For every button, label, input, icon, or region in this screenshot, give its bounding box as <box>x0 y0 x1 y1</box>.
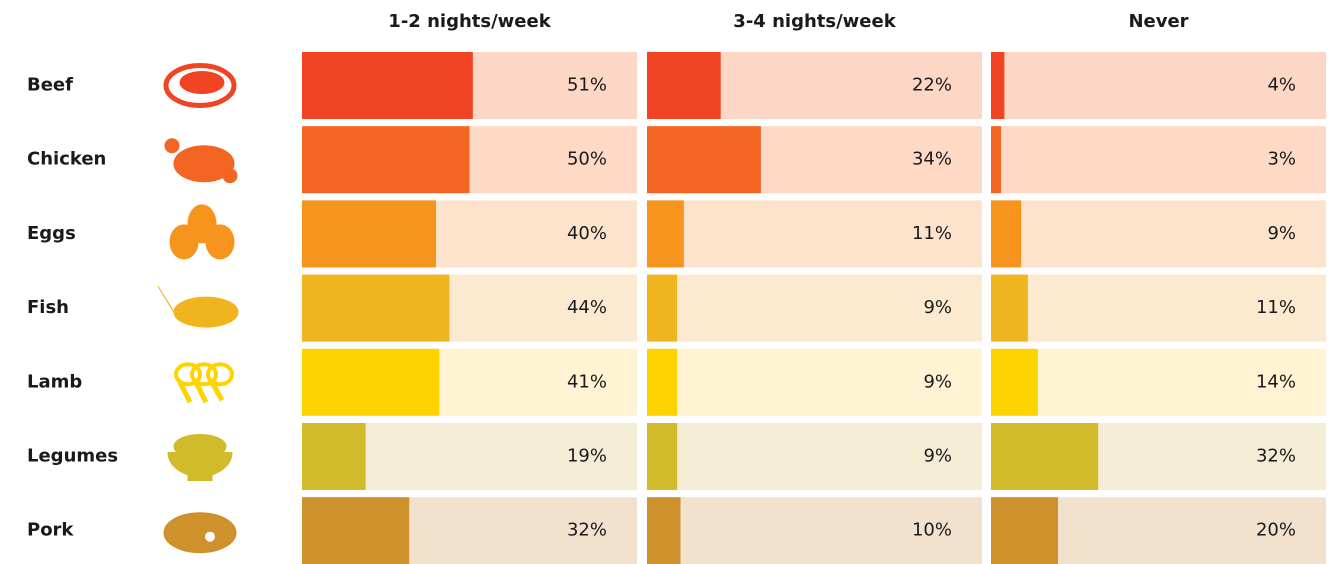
bar-background <box>647 200 982 268</box>
value-label: 44% <box>567 297 607 318</box>
icon-shape <box>205 224 235 260</box>
bar <box>302 497 410 564</box>
category-label: Beef <box>27 75 73 96</box>
bar <box>647 274 678 342</box>
icon-shape <box>163 63 237 108</box>
bar-background <box>647 274 982 342</box>
bar <box>647 497 681 564</box>
bar <box>991 52 1005 119</box>
bar <box>991 274 1028 342</box>
bar <box>302 126 470 194</box>
food-icon <box>174 362 234 404</box>
panel-header: 3-4 nights/week <box>733 11 896 32</box>
food-icon <box>157 285 239 328</box>
food-icon <box>169 204 235 260</box>
bar <box>302 274 450 342</box>
value-label: 9% <box>923 446 952 467</box>
icon-shape <box>174 362 202 387</box>
bar <box>302 200 436 268</box>
icon-shape <box>163 512 237 554</box>
category-label: Lamb <box>27 371 82 392</box>
icon-shape <box>206 362 234 387</box>
value-label: 9% <box>1267 223 1296 244</box>
bar-background <box>991 200 1326 268</box>
bar <box>302 348 440 416</box>
value-label: 14% <box>1256 371 1296 392</box>
bar <box>647 423 678 490</box>
bar <box>991 497 1058 564</box>
bar-background <box>647 348 982 416</box>
bar <box>302 52 473 119</box>
value-label: 11% <box>912 223 952 244</box>
food-icon <box>164 138 238 184</box>
icon-shape <box>164 138 180 154</box>
bar <box>991 126 1002 194</box>
food-icon <box>163 512 237 554</box>
bar <box>991 200 1022 268</box>
icon-shape <box>177 381 225 404</box>
category-label: Pork <box>27 520 74 541</box>
bar-background <box>647 423 982 490</box>
value-label: 41% <box>567 371 607 392</box>
panel-header: 1-2 nights/week <box>388 11 551 32</box>
bar <box>991 348 1038 416</box>
value-label: 34% <box>912 149 952 170</box>
icon-shape <box>205 531 215 542</box>
bar <box>647 126 761 194</box>
bar-background <box>991 348 1326 416</box>
bar-background <box>991 126 1326 194</box>
icon-shape <box>157 285 175 313</box>
food-icon <box>163 63 237 108</box>
bar <box>647 348 678 416</box>
icon-shape <box>173 434 227 459</box>
panel-header: Never <box>1128 11 1188 32</box>
category-label: Chicken <box>27 149 106 170</box>
category-label: Eggs <box>27 223 76 244</box>
value-label: 50% <box>567 149 607 170</box>
icon-shape <box>173 296 239 328</box>
food-icon <box>167 434 233 481</box>
bar <box>647 200 684 268</box>
bar <box>302 423 366 490</box>
value-label: 19% <box>567 446 607 467</box>
icon-shape <box>173 145 235 183</box>
value-label: 4% <box>1267 75 1296 96</box>
icon-shape <box>190 362 218 387</box>
bar-background <box>991 274 1326 342</box>
value-label: 3% <box>1267 149 1296 170</box>
category-label: Fish <box>27 297 69 318</box>
value-label: 22% <box>912 75 952 96</box>
icon-shape <box>179 71 225 94</box>
value-label: 10% <box>912 520 952 541</box>
value-label: 32% <box>567 520 607 541</box>
icon-shape <box>222 168 238 184</box>
value-label: 9% <box>923 371 952 392</box>
value-label: 20% <box>1256 520 1296 541</box>
value-label: 9% <box>923 297 952 318</box>
value-label: 11% <box>1256 297 1296 318</box>
value-label: 32% <box>1256 446 1296 467</box>
category-label: Legumes <box>27 446 118 467</box>
bar-background <box>647 497 982 564</box>
bar <box>991 423 1099 490</box>
value-label: 40% <box>567 223 607 244</box>
bar-background <box>991 52 1326 119</box>
icon-shape <box>187 472 213 481</box>
bar <box>647 52 721 119</box>
value-label: 51% <box>567 75 607 96</box>
